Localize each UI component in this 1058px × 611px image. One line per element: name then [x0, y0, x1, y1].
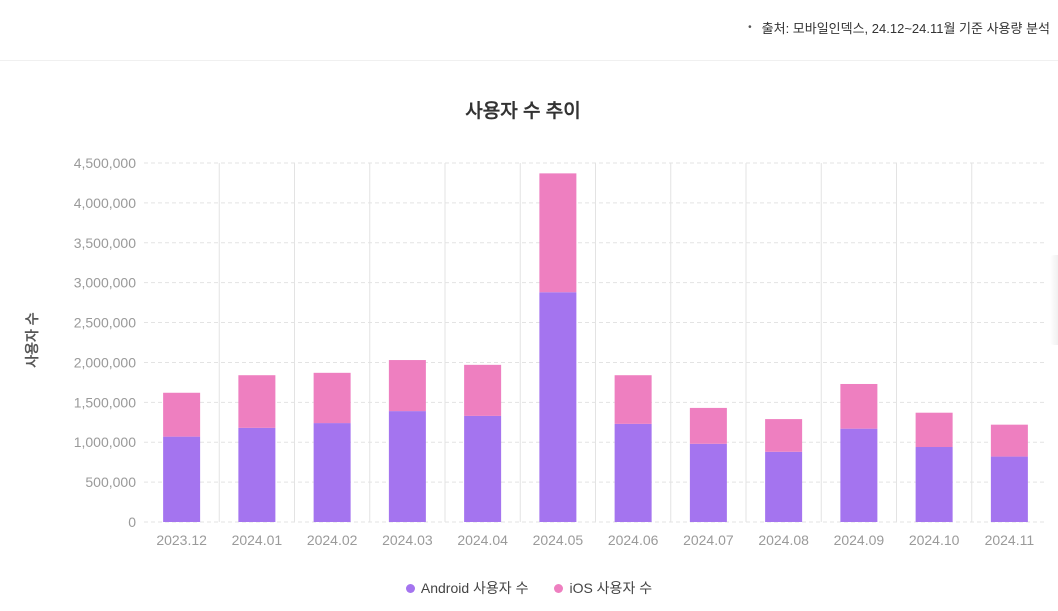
- bar-ios: [388, 360, 426, 412]
- x-tick-label: 2024.03: [382, 532, 433, 548]
- bar-ios: [163, 392, 201, 437]
- bar-android: [765, 451, 803, 522]
- bar-android: [238, 427, 276, 522]
- bar-ios: [765, 419, 803, 452]
- y-tick-label: 500,000: [85, 474, 136, 490]
- bar-android: [163, 436, 201, 522]
- x-tick-label: 2024.04: [457, 532, 508, 548]
- bar-ios: [238, 375, 276, 428]
- x-tick-label: 2024.01: [232, 532, 283, 548]
- legend-item-android[interactable]: Android 사용자 수: [405, 578, 529, 598]
- x-tick-label: 2024.07: [683, 532, 734, 548]
- y-tick-label: 1,500,000: [74, 394, 136, 410]
- y-tick-label: 1,000,000: [74, 434, 136, 450]
- bar-ios: [840, 383, 878, 429]
- bar-android: [990, 456, 1028, 522]
- y-axis-label: 사용자 수: [24, 312, 40, 368]
- y-tick-label: 0: [128, 514, 136, 530]
- y-tick-label: 2,500,000: [74, 315, 136, 331]
- source-note: • 출처: 모바일인덱스, 24.12~24.11월 기준 사용량 분석: [748, 18, 1050, 37]
- bar-android: [614, 423, 652, 522]
- legend-dot-ios: [554, 583, 564, 593]
- bar-android: [840, 428, 878, 522]
- bar-ios: [689, 407, 727, 444]
- y-tick-label: 3,000,000: [74, 275, 136, 291]
- x-tick-label: 2024.11: [985, 532, 1035, 548]
- bar-android: [689, 443, 727, 522]
- bar-android: [915, 447, 953, 522]
- bar-android: [388, 411, 426, 522]
- x-tick-label: 2023.12: [156, 532, 207, 548]
- scroll-edge-shadow: [1050, 255, 1058, 345]
- y-tick-label: 3,500,000: [74, 235, 136, 251]
- bar-ios: [915, 412, 953, 448]
- bar-ios: [464, 364, 502, 416]
- bar-ios: [614, 375, 652, 424]
- chart-title: 사용자 수 추이: [465, 100, 580, 122]
- legend-item-ios[interactable]: iOS 사용자 수: [554, 578, 652, 598]
- chart-legend: Android 사용자 수 iOS 사용자 수: [0, 578, 1058, 598]
- x-tick-label: 2024.09: [834, 532, 885, 548]
- bullet-icon: •: [748, 22, 752, 33]
- divider: [0, 60, 1058, 61]
- legend-label-ios: iOS 사용자 수: [569, 580, 653, 596]
- x-tick-label: 2024.06: [608, 532, 659, 548]
- y-tick-label: 4,500,000: [74, 155, 136, 171]
- x-tick-label: 2024.08: [758, 532, 809, 548]
- bar-android: [313, 423, 351, 522]
- legend-dot-android: [405, 583, 415, 593]
- x-tick-label: 2024.10: [909, 532, 960, 548]
- bar-ios: [539, 173, 577, 293]
- bar-android: [464, 415, 502, 522]
- bar-ios: [313, 372, 351, 424]
- legend-label-android: Android 사용자 수: [420, 580, 529, 596]
- y-tick-label: 2,000,000: [74, 354, 136, 370]
- x-tick-label: 2024.02: [307, 532, 358, 548]
- source-text: 출처: 모바일인덱스, 24.12~24.11월 기준 사용량 분석: [761, 21, 1050, 36]
- bar-ios: [990, 424, 1028, 457]
- y-tick-label: 4,000,000: [74, 195, 136, 211]
- x-tick-label: 2024.05: [533, 532, 584, 548]
- bar-android: [539, 292, 577, 522]
